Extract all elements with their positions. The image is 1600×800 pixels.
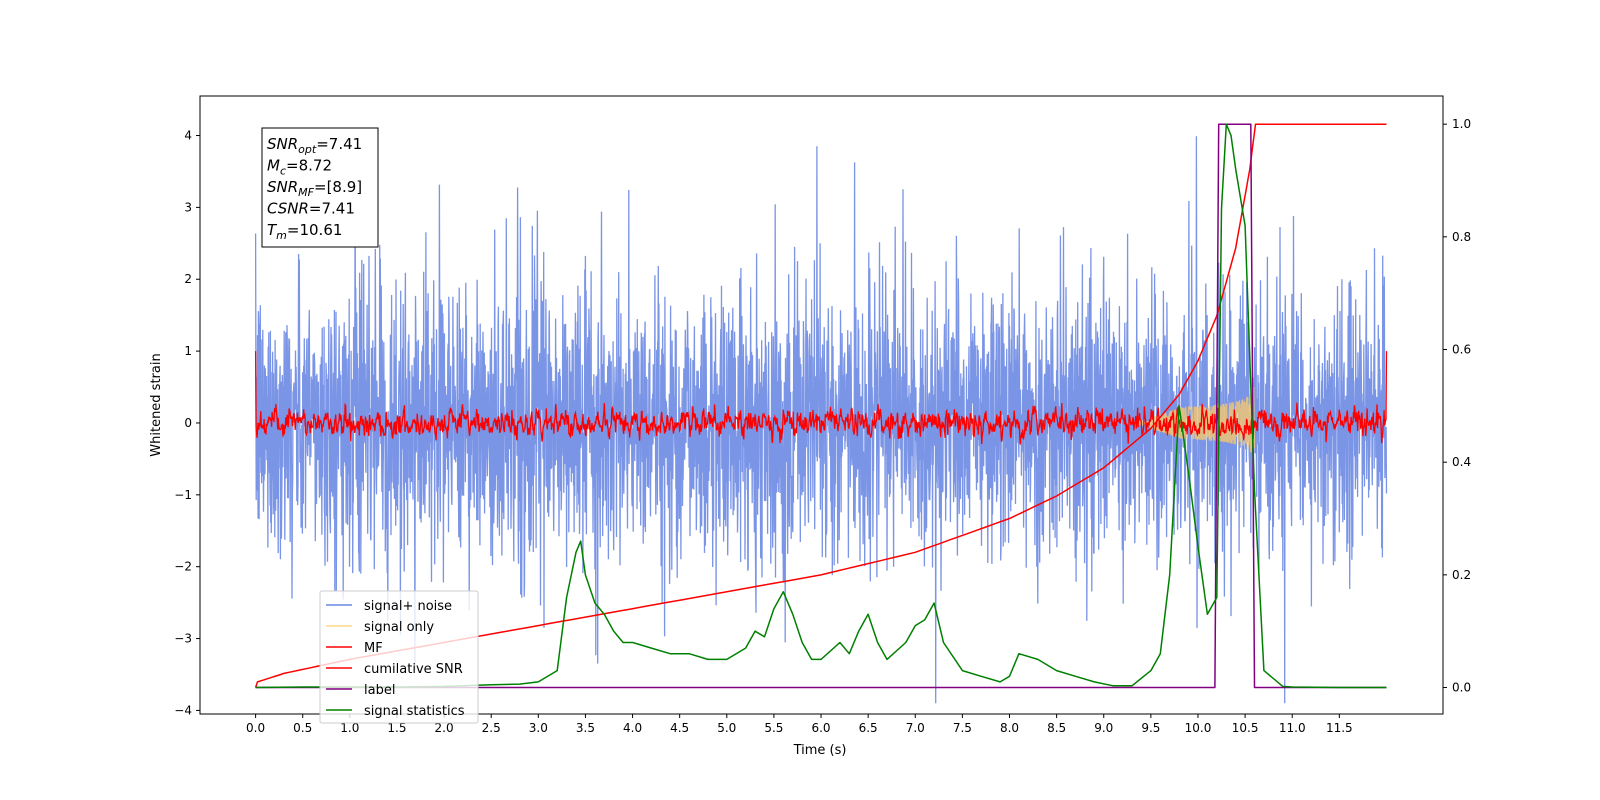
annotation-line: SNRopt=7.41 — [267, 135, 362, 156]
series-mf — [254, 351, 1388, 445]
y-right-tick-label: 0.2 — [1452, 568, 1471, 582]
series-signal-only — [1131, 386, 1256, 453]
annotation-line: CSNR=7.41 — [267, 200, 355, 218]
x-tick-label: 4.0 — [623, 721, 642, 735]
y-left-tick-label: 4 — [184, 129, 192, 143]
x-tick-label: 5.5 — [764, 721, 783, 735]
x-tick-label: 10.0 — [1185, 721, 1212, 735]
x-tick-label: 7.5 — [953, 721, 972, 735]
x-tick-label: 7.0 — [906, 721, 925, 735]
signal-statistics-line — [255, 123, 1387, 689]
legend-entry: MF — [364, 641, 383, 656]
legend-entry: signal+ noise — [364, 599, 452, 614]
y-right-tick-label: 0.0 — [1452, 681, 1471, 695]
x-tick-label: 8.5 — [1047, 721, 1066, 735]
annotation-value: =[8.9] — [314, 178, 362, 196]
x-tick-label: 11.5 — [1326, 721, 1353, 735]
signal-only-line — [1131, 386, 1256, 453]
annotation-subscript: MF — [298, 186, 314, 199]
legend-entry: signal only — [364, 620, 434, 635]
x-tick-label: 9.0 — [1094, 721, 1113, 735]
mf-line — [254, 351, 1388, 445]
x-tick-label: 3.5 — [576, 721, 595, 735]
annotation-symbol: T — [267, 221, 278, 239]
annotation-value: =7.41 — [316, 135, 362, 153]
y-left-tick-label: 3 — [184, 200, 192, 214]
x-tick-label: 1.0 — [340, 721, 359, 735]
y-left-tick-label: 2 — [184, 272, 192, 286]
y-left-tick-label: −1 — [174, 488, 192, 502]
y-left-tick-label: −2 — [174, 560, 192, 574]
x-tick-label: 9.5 — [1141, 721, 1160, 735]
x-tick-label: 6.5 — [859, 721, 878, 735]
x-tick-label: 10.5 — [1232, 721, 1259, 735]
annotation-line: Tm=10.61 — [267, 221, 342, 242]
x-axis: 0.0 0.5 1.0 1.5 2.0 2.5 3.0 3.5 4.0 4.5 5.0 5.5 6.0 6… — [246, 714, 1353, 735]
x-tick-label: 11.0 — [1279, 721, 1306, 735]
annotation-subscript: c — [280, 165, 286, 178]
x-tick-label: 4.5 — [670, 721, 689, 735]
y-right-tick-label: 1.0 — [1452, 117, 1471, 131]
x-tick-label: 1.5 — [387, 721, 406, 735]
annotation-value: =8.72 — [286, 157, 332, 175]
y-right-tick-label: 0.8 — [1452, 230, 1471, 244]
annotation-value: =10.61 — [287, 221, 343, 239]
legend-entry: cumilative SNR — [364, 662, 463, 677]
annotation-line: SNRMF=[8.9] — [267, 178, 362, 199]
snr-annotation-box: SNRopt=7.41Mc=8.72SNRMF=[8.9]CSNR=7.41Tm… — [261, 127, 379, 248]
legend-entry: signal statistics — [364, 704, 465, 719]
y-right-tick-label: 0.4 — [1452, 455, 1471, 469]
annotation-symbol: M — [267, 157, 280, 175]
x-tick-label: 0.0 — [246, 721, 265, 735]
y-left-tick-label: −3 — [174, 632, 192, 646]
legend-frame — [319, 590, 479, 724]
y-left-tick-label: −4 — [174, 703, 192, 717]
x-tick-label: 3.0 — [529, 721, 548, 735]
annotation-subscript: opt — [298, 143, 317, 156]
annotation-symbol: SNR — [267, 178, 298, 196]
x-tick-label: 0.5 — [293, 721, 312, 735]
y-right-tick-label: 0.6 — [1452, 343, 1471, 357]
x-tick-label: 5.0 — [717, 721, 736, 735]
series-label — [255, 123, 1387, 689]
label-line — [255, 123, 1387, 689]
annotation-box-frame — [261, 127, 379, 248]
annotation-subscript: m — [276, 229, 287, 242]
legend-entry: label — [364, 683, 395, 698]
y-left-tick-label: 1 — [184, 344, 192, 358]
annotation-symbol: CSNR — [267, 200, 309, 218]
x-tick-label: 6.0 — [811, 721, 830, 735]
x-tick-label: 8.0 — [1000, 721, 1019, 735]
y-axis-left: −4 −3 −2 −1 0 1 2 3 4 — [174, 129, 200, 717]
x-tick-label: 2.0 — [435, 721, 454, 735]
x-tick-label: 2.5 — [482, 721, 501, 735]
y-axis-label: Whitened strain — [149, 353, 164, 456]
y-left-tick-label: 0 — [184, 416, 192, 430]
y-axis-right: 0.0 0.2 0.4 0.6 0.8 1.0 — [1443, 117, 1471, 695]
annotation-line: Mc=8.72 — [267, 157, 332, 178]
series-signal-statistics — [255, 123, 1387, 689]
legend: signal+ noise signal only MF cumilative SNR… — [319, 590, 479, 724]
x-axis-label: Time (s) — [793, 743, 847, 758]
annotation-symbol: SNR — [267, 135, 298, 153]
annotation-value: =7.41 — [309, 200, 355, 218]
